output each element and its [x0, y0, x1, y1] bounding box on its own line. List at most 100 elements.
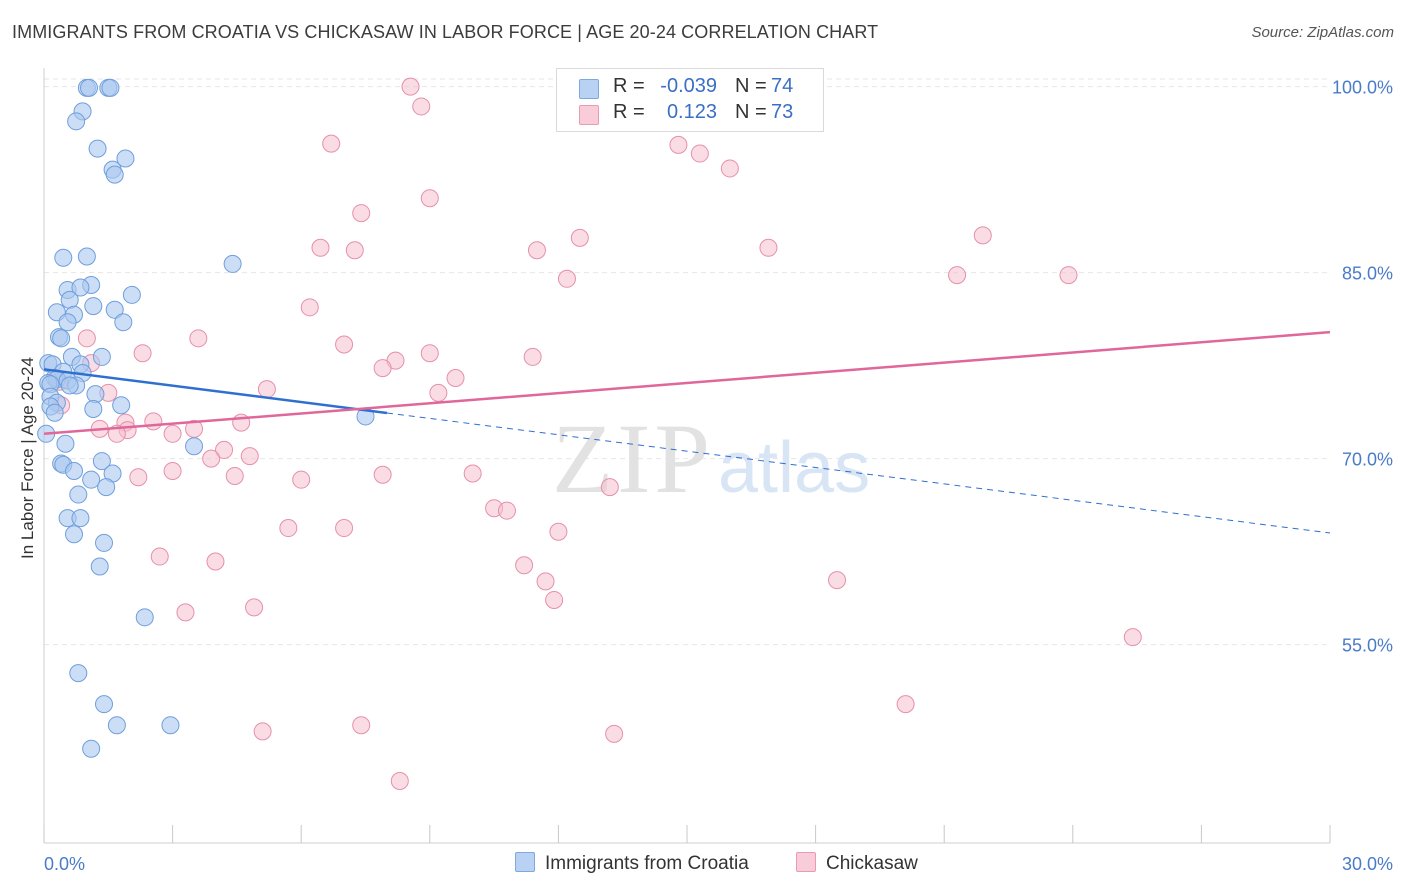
croatia-point: [84, 297, 103, 316]
croatia-point: [82, 470, 101, 489]
croatia-point: [135, 608, 154, 627]
croatia-point: [45, 403, 64, 422]
croatia-point: [114, 313, 133, 332]
y-tick-label: 100.0%: [1332, 78, 1393, 98]
chickasaw-point: [557, 269, 576, 288]
legend-swatch-chickasaw: [579, 105, 599, 125]
chickasaw-point: [240, 447, 259, 466]
croatia-points: [37, 78, 375, 758]
chickasaw-point: [600, 478, 619, 497]
chickasaw-point: [1059, 266, 1078, 285]
chickasaw-point: [973, 226, 992, 245]
y-tick-label: 85.0%: [1342, 264, 1393, 284]
chickasaw-point: [429, 383, 448, 402]
chickasaw-point: [401, 77, 420, 96]
y-axis-label: In Labor Force | Age 20-24: [18, 357, 37, 559]
croatia-point: [54, 248, 73, 267]
chickasaw-point: [412, 97, 431, 116]
chickasaw-point: [1123, 628, 1142, 647]
chickasaw-point: [133, 344, 152, 363]
chickasaw-point: [352, 716, 371, 735]
x-tick-labels: 0.0% 30.0%: [44, 854, 1393, 874]
croatia-trendline: [43, 368, 388, 415]
y-tick-label: 70.0%: [1342, 450, 1393, 470]
chickasaw-point: [245, 598, 264, 617]
legend-item-chickasaw[interactable]: Chickasaw: [796, 852, 918, 875]
croatia-point: [95, 533, 114, 552]
chickasaw-point: [720, 159, 739, 178]
chickasaw-point: [253, 722, 272, 741]
croatia-point: [65, 462, 84, 480]
chickasaw-point: [549, 522, 568, 541]
chickasaw-point: [545, 590, 564, 609]
chickasaw-point: [292, 470, 311, 489]
croatia-point: [95, 695, 114, 714]
chickasaw-point: [300, 298, 319, 317]
chickasaw-point: [77, 329, 96, 348]
croatia-point: [185, 437, 204, 456]
chickasaw-point: [311, 238, 330, 257]
legend-n-label: N =: [735, 101, 767, 123]
chickasaw-point: [896, 695, 915, 714]
croatia-point: [77, 247, 96, 266]
chickasaw-point: [189, 329, 208, 348]
chickasaw-point: [536, 572, 555, 591]
chickasaw-point: [279, 519, 298, 538]
chickasaw-point: [202, 449, 221, 468]
x-tick-label: 0.0%: [44, 854, 85, 874]
croatia-point: [90, 557, 109, 576]
croatia-point: [105, 165, 124, 184]
axes: [43, 68, 1331, 844]
legend-row-chickasaw: R = 0.123 N = 73: [557, 101, 823, 127]
croatia-point: [101, 78, 120, 97]
chickasaw-point: [352, 204, 371, 223]
legend-item-croatia[interactable]: Immigrants from Croatia: [515, 852, 749, 875]
chart-title: IMMIGRANTS FROM CROATIA VS CHICKASAW IN …: [12, 22, 879, 42]
y-tick-labels: 55.0% 70.0% 85.0% 100.0%: [1332, 78, 1393, 656]
chickasaw-point: [948, 266, 967, 285]
croatia-point: [56, 434, 75, 453]
legend-swatch-chickasaw: [796, 852, 816, 872]
legend-label-croatia: Immigrants from Croatia: [545, 853, 749, 874]
chickasaw-point: [497, 501, 516, 520]
chickasaw-point: [669, 135, 688, 154]
legend-r-label: R =: [613, 75, 645, 97]
chickasaw-point: [322, 134, 341, 153]
chickasaw-point: [345, 241, 364, 260]
chickasaw-point: [523, 347, 542, 366]
croatia-point: [71, 509, 90, 528]
croatia-point: [52, 329, 71, 348]
chickasaw-point: [570, 228, 589, 247]
croatia-point: [84, 400, 103, 418]
croatia-point: [223, 254, 242, 273]
legend-r-value: 0.123: [666, 101, 717, 123]
chickasaw-point: [144, 412, 163, 431]
watermark-zip: ZIP: [552, 403, 714, 514]
chickasaw-point: [828, 571, 847, 590]
x-tick-label: 30.0%: [1342, 854, 1393, 874]
legend-swatch-croatia: [579, 79, 599, 99]
chickasaw-point: [129, 468, 148, 487]
chickasaw-point: [150, 547, 169, 566]
croatia-point: [92, 347, 111, 366]
legend-n-value: 74: [771, 75, 794, 97]
grid-lines: [44, 78, 1330, 646]
chickasaw-point: [390, 772, 409, 790]
trendlines: [43, 330, 1331, 534]
croatia-point: [60, 376, 79, 395]
chickasaw-point: [420, 344, 439, 363]
chickasaw-point: [335, 519, 354, 538]
y-tick-label: 55.0%: [1342, 636, 1393, 656]
croatia-point: [161, 716, 180, 735]
croatia-point: [88, 139, 107, 158]
chickasaw-point: [163, 462, 182, 480]
source-label: Source: ZipAtlas.com: [1251, 24, 1394, 41]
chickasaw-point: [373, 359, 392, 378]
chickasaw-point: [446, 369, 465, 387]
chickasaw-trendline: [43, 330, 1331, 436]
croatia-point: [92, 452, 111, 471]
croatia-point: [97, 478, 116, 497]
chickasaw-point: [463, 464, 482, 483]
chickasaw-point: [163, 424, 182, 443]
